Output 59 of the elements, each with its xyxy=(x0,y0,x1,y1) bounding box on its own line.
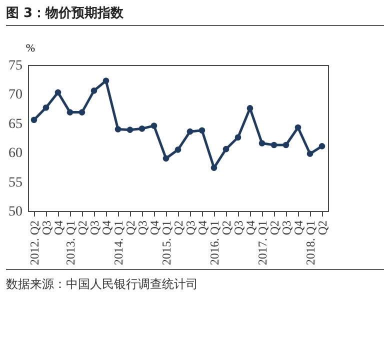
point xyxy=(162,155,170,162)
point xyxy=(186,128,194,135)
y-tick-label: 75 xyxy=(8,58,22,74)
point xyxy=(258,140,266,146)
point xyxy=(90,88,98,94)
y-tick-label: 55 xyxy=(8,175,22,190)
x-tick-label: Q2 xyxy=(76,220,90,236)
y-axis-title: % xyxy=(26,42,36,54)
x-tick-label: Q3 xyxy=(88,220,102,236)
x-tick-label: Q2 xyxy=(172,220,186,236)
point xyxy=(66,109,74,116)
x-tick-label: Q3 xyxy=(40,220,54,236)
x-tick-label: Q4 xyxy=(196,220,210,236)
x-tick-label: Q3 xyxy=(136,220,150,236)
x-tick-label: 2016. Q1 xyxy=(208,220,222,266)
point xyxy=(126,126,134,133)
x-tick-label: Q3 xyxy=(232,220,246,236)
y-tick-label: 65 xyxy=(8,116,22,132)
point xyxy=(30,116,38,124)
point xyxy=(318,143,326,150)
point xyxy=(42,104,50,111)
y-tick-label: 60 xyxy=(8,146,22,162)
x-tick-label: 2015. Q1 xyxy=(160,220,174,266)
point xyxy=(246,105,254,112)
point xyxy=(150,122,158,129)
point xyxy=(270,142,278,148)
x-tick-label: 2018. Q1 xyxy=(304,220,318,266)
x-tick-label: Q2 xyxy=(124,220,138,236)
x-tick-label: Q2 xyxy=(220,220,234,236)
x-tick-label: 2017. Q1 xyxy=(256,220,270,266)
point xyxy=(282,142,290,148)
x-tick-label: Q4 xyxy=(244,220,258,236)
x-tick-label: 2012. Q2 xyxy=(28,220,42,266)
x-tick-label: Q4 xyxy=(52,220,66,236)
x-tick-label: Q3 xyxy=(280,220,294,236)
x-tick-label: Q4 xyxy=(100,220,114,236)
point xyxy=(102,78,110,84)
point xyxy=(174,146,182,153)
x-tick-label: Q4 xyxy=(292,220,306,236)
x-tick-label: 2013. Q1 xyxy=(64,220,78,266)
point xyxy=(210,164,218,171)
x-tick-label: 2014. Q1 xyxy=(112,220,126,266)
x-tick-label: Q2 xyxy=(316,220,330,236)
point xyxy=(78,109,86,116)
point xyxy=(54,89,62,96)
point xyxy=(198,127,206,134)
y-tick-label: 70 xyxy=(8,88,22,103)
chart-title: 图 3：物价预期指数 xyxy=(6,4,384,26)
source-note: 数据来源：中国人民银行调查统计司 xyxy=(6,269,384,293)
point xyxy=(294,124,302,131)
point xyxy=(222,146,230,152)
x-tick-label: Q2 xyxy=(268,220,282,236)
point xyxy=(138,126,146,132)
y-tick-label: 50 xyxy=(8,204,22,220)
x-tick-label: Q3 xyxy=(184,220,198,236)
point xyxy=(114,126,122,132)
x-tick-label: Q4 xyxy=(148,220,162,236)
point xyxy=(306,150,314,157)
point xyxy=(234,134,242,141)
